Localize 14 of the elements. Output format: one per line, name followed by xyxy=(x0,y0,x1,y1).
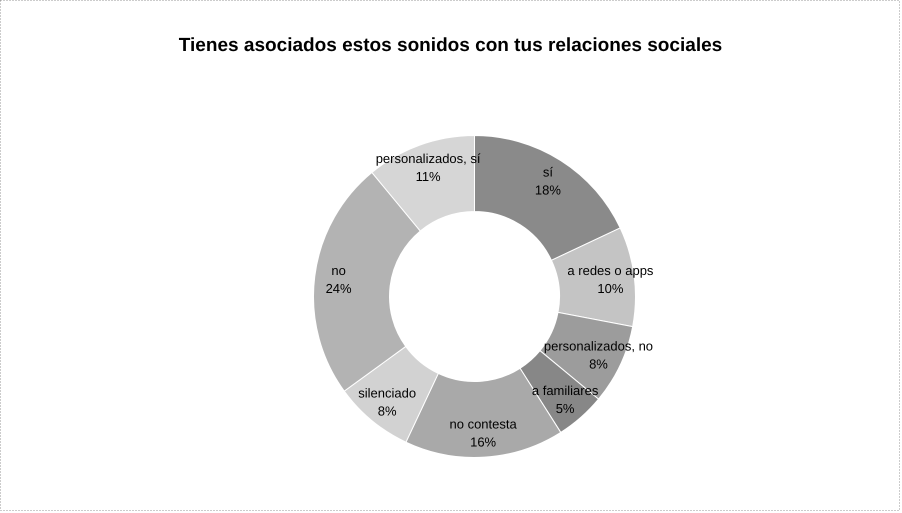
slice-label: no xyxy=(331,262,346,278)
data-label: 24% xyxy=(326,280,352,296)
slice-label: sí xyxy=(542,164,554,180)
slice-label: no contesta xyxy=(449,416,518,432)
data-label: 16% xyxy=(470,434,497,450)
data-label: 18% xyxy=(534,182,562,198)
data-label: 10% xyxy=(597,280,624,296)
data-label: 5% xyxy=(556,400,575,416)
data-label: 11% xyxy=(416,169,442,184)
data-label: 8% xyxy=(589,356,608,372)
slice-label: a redes o apps xyxy=(567,262,654,278)
chart-title: Tienes asociados estos sonidos con tus relaciones sociales xyxy=(178,35,722,56)
data-label: 8% xyxy=(378,404,398,419)
slice-label: silenciado xyxy=(358,386,416,401)
